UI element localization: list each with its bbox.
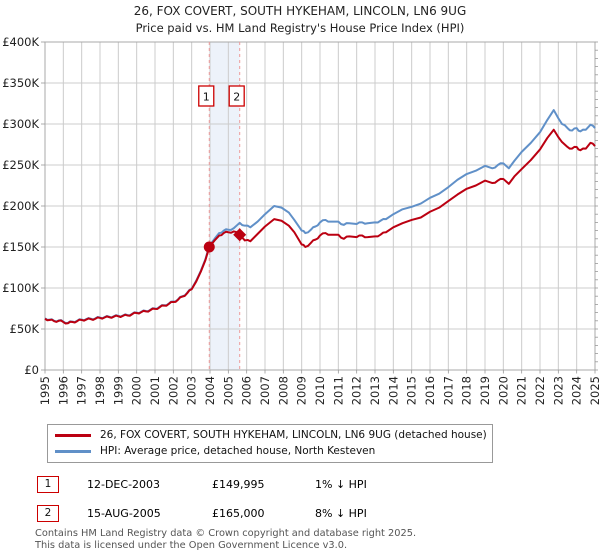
svg-text:£200K: £200K	[2, 199, 39, 213]
sale-1-marker-box: 1	[37, 476, 59, 493]
y-axis-labels: £0 £50K £100K £150K £200K £250K £300K £350K £400…	[2, 35, 39, 377]
svg-text:2000: 2000	[130, 376, 144, 405]
svg-text:£50K: £50K	[10, 322, 40, 336]
hpi-line-swatch	[55, 449, 91, 453]
svg-text:1996: 1996	[56, 376, 70, 405]
svg-text:1997: 1997	[75, 376, 89, 405]
svg-text:£100K: £100K	[2, 281, 39, 295]
svg-text:£300K: £300K	[2, 117, 39, 131]
svg-text:2011: 2011	[331, 376, 345, 405]
chart-legend: 26, FOX COVERT, SOUTH HYKEHAM, LINCOLN, …	[47, 424, 493, 463]
x-axis-labels: 1995 1996 1997 1998 1999 2000 2001 2002 2003 2004…	[38, 376, 600, 405]
svg-text:2004: 2004	[203, 376, 217, 405]
svg-text:2016: 2016	[423, 376, 437, 405]
legend-property-label: 26, FOX COVERT, SOUTH HYKEHAM, LINCOLN, …	[100, 429, 487, 441]
svg-text:2021: 2021	[515, 376, 529, 405]
svg-text:2013: 2013	[368, 376, 382, 405]
property-line-series	[44, 128, 596, 325]
sale-2-hpi-diff: 8% ↓ HPI	[315, 507, 367, 520]
svg-text:2018: 2018	[460, 376, 474, 405]
svg-text:2014: 2014	[386, 376, 400, 405]
svg-text:2020: 2020	[496, 376, 510, 405]
svg-text:1995: 1995	[38, 376, 52, 405]
sale-2-date: 15-AUG-2005	[87, 507, 161, 520]
svg-text:2009: 2009	[295, 376, 309, 405]
sale-row-2: 2 15-AUG-2005 £165,000 8% ↓ HPI	[0, 505, 600, 523]
svg-text:2022: 2022	[533, 376, 547, 405]
footer-line-2: This data is licensed under the Open Gov…	[35, 539, 348, 551]
svg-text:2006: 2006	[240, 376, 254, 405]
gridlines	[44, 41, 596, 371]
sale-2-point-marker	[233, 228, 247, 242]
sale-2-price: £165,000	[212, 507, 265, 520]
page-title: 26, FOX COVERT, SOUTH HYKEHAM, LINCOLN, …	[133, 4, 467, 18]
svg-text:2025: 2025	[588, 376, 600, 405]
legend-item-property: 26, FOX COVERT, SOUTH HYKEHAM, LINCOLN, …	[55, 428, 487, 442]
sale-1-hpi-diff: 1% ↓ HPI	[315, 478, 367, 491]
annotation-box-1	[198, 85, 215, 107]
annotation-box-2	[228, 85, 245, 107]
svg-text:2003: 2003	[185, 376, 199, 405]
svg-text:£0: £0	[24, 363, 39, 377]
legend-item-hpi: HPI: Average price, detached house, Nort…	[55, 444, 375, 458]
footer-line-1: Contains HM Land Registry data © Crown c…	[35, 528, 417, 539]
svg-text:2015: 2015	[405, 376, 419, 405]
svg-text:1999: 1999	[111, 376, 125, 405]
svg-text:2024: 2024	[570, 376, 584, 405]
svg-text:£250K: £250K	[2, 158, 39, 172]
svg-text:2002: 2002	[166, 376, 180, 405]
sale-1-date: 12-DEC-2003	[87, 478, 161, 491]
annotation-label-2: 2	[233, 91, 240, 104]
svg-text:2008: 2008	[276, 376, 290, 405]
svg-text:2001: 2001	[148, 376, 162, 405]
svg-text:2005: 2005	[221, 376, 235, 405]
sale-row-1: 1 12-DEC-2003 £149,995 1% ↓ HPI	[0, 476, 600, 494]
sale-2-marker-box: 2	[37, 505, 59, 522]
svg-text:2023: 2023	[551, 376, 565, 405]
page-subtitle: Price paid vs. HM Land Registry's House …	[135, 21, 465, 35]
price-chart: 1 2 £0 £50K £100K £150K £200K £250K £300K £350K £4…	[2, 35, 600, 405]
svg-text:2019: 2019	[478, 376, 492, 405]
legend-hpi-label: HPI: Average price, detached house, Nort…	[100, 445, 376, 457]
sale-1-price: £149,995	[212, 478, 265, 491]
sale-1-point-marker	[203, 241, 215, 253]
svg-text:£150K: £150K	[2, 240, 39, 254]
svg-text:2017: 2017	[441, 376, 455, 405]
svg-text:2010: 2010	[313, 376, 327, 405]
svg-text:2007: 2007	[258, 376, 272, 405]
svg-text:1998: 1998	[93, 376, 107, 405]
svg-text:2012: 2012	[350, 376, 364, 405]
property-line-swatch	[55, 433, 91, 437]
svg-text:£350K: £350K	[2, 76, 39, 90]
license-footer: Contains HM Land Registry data © Crown c…	[35, 528, 416, 551]
svg-text:£400K: £400K	[2, 35, 39, 49]
annotation-label-1: 1	[203, 91, 210, 104]
axis-ticks	[41, 41, 598, 374]
